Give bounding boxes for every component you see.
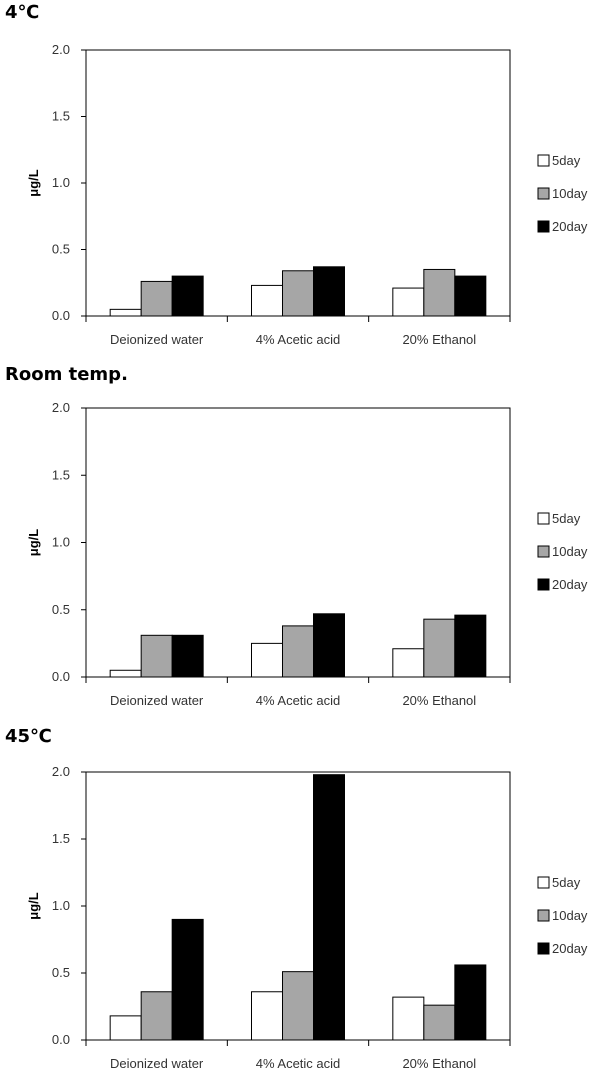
legend-swatch [537, 909, 550, 922]
chart-title: 45℃ [5, 726, 52, 747]
chart-title: Room temp. [5, 364, 128, 385]
legend-swatch [537, 512, 550, 525]
chart-panel-4c: 4℃ 0.0 0.5 1.0 1.5 2.0 μg/L Deionized water 4% … [0, 2, 600, 354]
legend-label: 5day [552, 875, 581, 890]
x-tick-label: 20% Ethanol [402, 332, 476, 347]
y-tick-label: 1.5 [52, 831, 70, 846]
bar-10day-room-temp [423, 618, 456, 678]
y-tick-label: 0.0 [52, 669, 70, 684]
bar-10day-45c [282, 971, 314, 1041]
bar-10day-45c [423, 1004, 456, 1041]
legend-label: 10day [552, 186, 588, 201]
y-tick-label: 0.0 [52, 308, 70, 323]
bar-10day-4c [282, 270, 314, 317]
bar-5day-45c [109, 1015, 142, 1041]
y-tick-label: 1.0 [52, 898, 70, 913]
legend-label: 20day [552, 941, 588, 956]
x-tick-label: Deionized water [110, 332, 204, 347]
y-axis-label: μg/L [26, 892, 41, 920]
bar-10day-45c [140, 991, 173, 1041]
legend-swatch [537, 876, 550, 889]
chart-panel-45c: 45℃ 0.0 0.5 1.0 1.5 2.0 μg/L Deionized water 4%… [0, 726, 600, 1074]
x-tick-label: 4% Acetic acid [256, 332, 341, 347]
y-axis-label: μg/L [26, 529, 41, 557]
x-tick-label: 20% Ethanol [402, 1056, 476, 1071]
bar-5day-4c [109, 308, 142, 317]
x-tick-label: Deionized water [110, 1056, 204, 1071]
legend-label: 5day [552, 153, 581, 168]
y-tick-label: 2.0 [52, 764, 70, 779]
bar-20day-45c [454, 964, 487, 1041]
legend-swatch [537, 154, 550, 167]
y-tick-label: 2.0 [52, 42, 70, 57]
bar-5day-4c [392, 287, 425, 317]
legend-swatch [537, 187, 550, 200]
bar-20day-room-temp [313, 613, 345, 678]
y-tick-label: 2.0 [52, 400, 70, 415]
legend-swatch [537, 220, 550, 233]
x-tick-label: 20% Ethanol [402, 693, 476, 708]
y-tick-label: 0.5 [52, 602, 70, 617]
bar-5day-4c [251, 284, 283, 317]
bar-10day-room-temp [140, 634, 173, 678]
legend-label: 5day [552, 511, 581, 526]
legend-swatch [537, 578, 550, 591]
bar-5day-45c [251, 991, 283, 1041]
bar-5day-45c [392, 996, 425, 1041]
bar-20day-4c [171, 275, 204, 317]
bar-20day-room-temp [454, 614, 487, 678]
y-tick-label: 0.0 [52, 1032, 70, 1047]
bar-10day-room-temp [282, 625, 314, 678]
y-tick-label: 0.5 [52, 242, 70, 257]
y-tick-label: 1.5 [52, 109, 70, 124]
x-tick-label: 4% Acetic acid [256, 693, 341, 708]
y-axis-label: μg/L [26, 169, 41, 197]
bar-20day-4c [454, 275, 487, 317]
bar-5day-room-temp [251, 642, 283, 678]
chart-panel-room-temp: Room temp. 0.0 0.5 1.0 1.5 2.0 μg/L Deionized … [0, 364, 600, 716]
legend-label: 20day [552, 219, 588, 234]
y-tick-label: 1.0 [52, 175, 70, 190]
bar-chart-room-temp: 0.0 0.5 1.0 1.5 2.0 μg/L Deionized water 4% Ace… [26, 400, 588, 708]
y-tick-label: 0.5 [52, 965, 70, 980]
x-tick-label: Deionized water [110, 693, 204, 708]
legend-swatch [537, 942, 550, 955]
bar-5day-room-temp [392, 648, 425, 678]
x-tick-label: 4% Acetic acid [256, 1056, 341, 1071]
bar-20day-room-temp [171, 634, 204, 678]
bar-chart-45c: 0.0 0.5 1.0 1.5 2.0 μg/L Deionized water 4% Ace… [26, 764, 588, 1071]
bar-5day-room-temp [109, 669, 142, 678]
legend-swatch [537, 545, 550, 558]
bar-20day-45c [171, 918, 204, 1041]
chart-title: 4℃ [5, 2, 40, 23]
y-tick-label: 1.5 [52, 467, 70, 482]
bar-20day-45c [313, 774, 345, 1041]
legend-label: 10day [552, 544, 588, 559]
bar-10day-4c [140, 280, 173, 317]
y-tick-label: 1.0 [52, 535, 70, 550]
bar-chart-4c: 0.0 0.5 1.0 1.5 2.0 μg/L Deionized water 4% Ace… [26, 42, 588, 347]
legend-label: 20day [552, 577, 588, 592]
bar-20day-4c [313, 266, 345, 317]
bar-10day-4c [423, 268, 456, 317]
legend-label: 10day [552, 908, 588, 923]
